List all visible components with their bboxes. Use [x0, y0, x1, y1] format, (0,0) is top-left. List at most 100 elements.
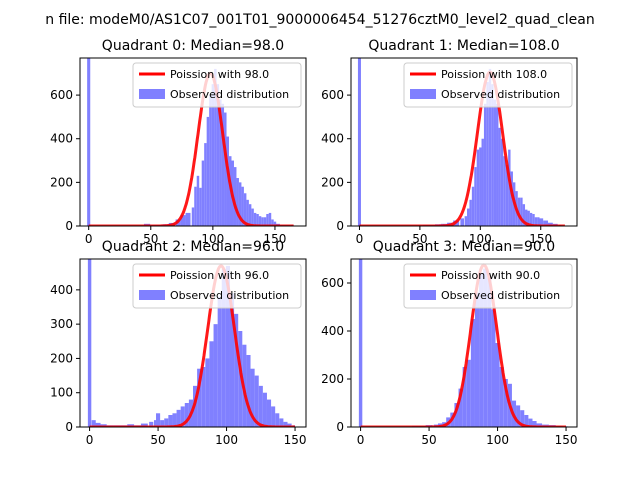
subplot-title: Quadrant 0: Median=98.0	[102, 38, 284, 54]
histogram-bar	[224, 112, 227, 226]
legend: Poission with 90.0 Observed distribution	[403, 263, 573, 309]
histogram-bar	[479, 147, 482, 226]
axes-frame	[79, 258, 307, 428]
axes-frame	[350, 258, 578, 428]
legend-hist-swatch	[139, 89, 165, 99]
histogram-bar	[87, 58, 91, 226]
histogram-bar	[510, 171, 513, 226]
histogram-bar	[476, 149, 480, 226]
histogram-bar	[176, 409, 181, 427]
histogram-bar	[467, 208, 470, 226]
x-tick-label: 50	[412, 232, 427, 246]
x-tick-label: 50	[150, 433, 165, 447]
subplot-1: 0 50 100 150 0 200 400 600 Quadrant 1: Median=10…	[321, 38, 578, 246]
histogram-bar	[520, 197, 523, 226]
histogram-bar	[256, 214, 259, 226]
histogram-bar	[149, 421, 154, 427]
subplot-3: 0 50 100 150 0 200 400 600 Quadrant 3: Median=90…	[321, 239, 578, 447]
x-tick-label: 0	[357, 433, 365, 447]
histogram-bar	[464, 216, 468, 226]
histogram-bar	[271, 219, 274, 226]
legend: Poission with 96.0 Observed distribution	[132, 263, 302, 309]
histogram-bar	[500, 138, 504, 226]
x-tick-label: 150	[284, 433, 307, 447]
histogram-bar	[488, 68, 492, 226]
histogram-bar	[491, 84, 494, 226]
histogram-bar	[197, 368, 202, 427]
histogram-bar	[180, 215, 186, 226]
legend-hist-label: Observed distribution	[441, 88, 560, 101]
subplots: 0 50 100 150 0 200 400 600 Quadrant 0: Median=98…	[50, 38, 578, 447]
histogram-bar	[248, 204, 252, 226]
histogram-bar	[250, 368, 255, 427]
histogram-bar	[199, 187, 202, 226]
y-tick-label: 200	[50, 351, 73, 365]
histogram-bar	[469, 199, 472, 226]
histogram-bar	[238, 182, 242, 226]
x-tick-label: 100	[215, 433, 238, 447]
axes-frame	[350, 57, 578, 227]
legend-hist-swatch	[410, 290, 436, 300]
histogram-bar	[221, 269, 226, 427]
poisson-line	[89, 264, 295, 427]
histogram-bar	[201, 367, 206, 427]
y-tick-label: 200	[321, 175, 344, 189]
histogram-bar	[487, 278, 492, 427]
histogram-bar	[470, 319, 475, 427]
histogram-bar	[185, 212, 191, 226]
subplot-0: 0 50 100 150 0 200 400 600 Quadrant 0: Median=98…	[50, 38, 307, 246]
plot-area	[87, 259, 296, 427]
legend: Poission with 108.0 Observed distribution	[403, 62, 573, 108]
subplot-title: Quadrant 2: Median=96.0	[102, 239, 284, 255]
y-tick-label: 200	[50, 175, 73, 189]
legend-hist-label: Observed distribution	[170, 88, 289, 101]
histogram-bar	[483, 268, 488, 427]
histogram-bar	[458, 388, 463, 427]
histogram-bar	[499, 367, 504, 427]
legend-line-label: Poission with 90.0	[441, 269, 540, 282]
histogram-bar	[204, 143, 207, 226]
histogram-bar	[520, 410, 525, 427]
histogram-bar	[164, 418, 169, 427]
histogram-bar	[283, 421, 288, 427]
histogram-bar	[156, 413, 161, 427]
y-tick-label: 400	[321, 324, 344, 338]
histogram-bar	[238, 331, 243, 427]
histogram-bar	[251, 208, 254, 226]
histogram-bar	[462, 367, 467, 427]
subplot-title: Quadrant 3: Median=90.0	[373, 239, 555, 255]
histogram-bar	[246, 355, 251, 427]
x-tick-label: 50	[143, 232, 158, 246]
subplot-title: Quadrant 1: Median=108.0	[368, 38, 559, 54]
histogram-bar	[253, 212, 257, 226]
x-tick-label: 100	[486, 433, 509, 447]
histogram-bar	[460, 218, 464, 226]
histogram-bar	[191, 207, 195, 226]
histogram-bar	[201, 160, 205, 226]
legend-line-label: Poission with 96.0	[170, 269, 269, 282]
histogram-bar	[524, 415, 529, 427]
y-tick-label: 600	[321, 88, 344, 102]
histogram-bar	[481, 138, 484, 226]
histogram-bar	[233, 167, 237, 226]
histogram-bar	[491, 309, 496, 427]
subplot-2: 0 50 100 150 0 100 200 300 400 Quadrant 2: Median…	[50, 239, 307, 447]
x-tick-label: 100	[469, 232, 492, 246]
histogram-bar	[529, 212, 533, 226]
legend-line-label: Poission with 108.0	[441, 68, 547, 81]
legend-box	[403, 62, 573, 108]
histogram-bar	[547, 222, 553, 226]
histogram-bar	[216, 84, 220, 226]
histogram-bar	[503, 379, 508, 427]
histogram-bar	[275, 413, 280, 427]
histogram-bar	[516, 405, 521, 427]
histogram-bar	[534, 217, 538, 226]
y-tick-label: 200	[321, 372, 344, 386]
legend-line-label: Poission with 98.0	[170, 68, 269, 81]
histogram-bar	[87, 259, 92, 427]
histogram-bar	[254, 375, 259, 427]
histogram-bar	[532, 421, 537, 427]
histogram-bar	[474, 292, 480, 427]
histogram-bar	[261, 217, 264, 226]
histogram-bar	[209, 95, 212, 226]
